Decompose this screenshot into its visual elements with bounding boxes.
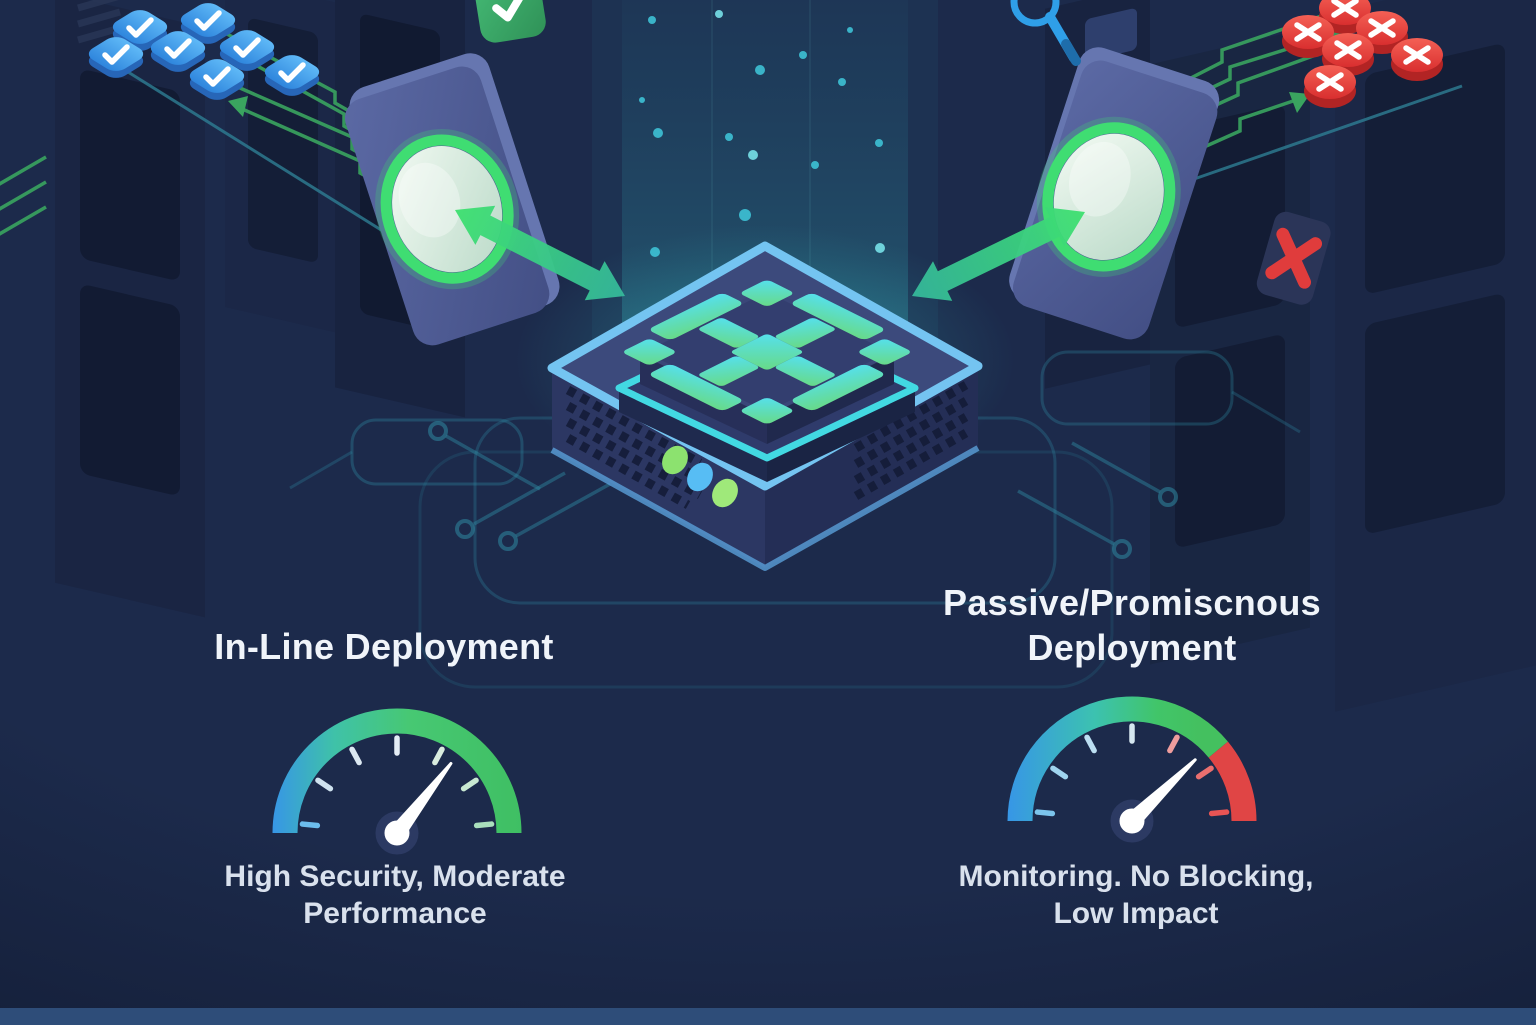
passive-gauge-chart [1007,696,1257,843]
passive-section-title: Passive/Promiscnous Deployment [832,580,1432,670]
passive-title-line1: Passive/Promiscnous [943,582,1321,623]
passive-gauge [992,676,1272,846]
passive-caption-line2: Low Impact [1053,897,1219,930]
footer-bar [0,1008,1536,1025]
inline-gauge [257,688,537,858]
blocked-packet-icon [1391,38,1443,81]
inline-section-title: In-Line Deployment [214,626,554,667]
inline-section-caption: High Security, Moderate Performance [95,858,695,932]
blocked-packet-icon [1304,65,1356,108]
passive-caption-line1: Monitoring. No Blocking, [958,860,1314,893]
inline-caption-line2: Performance [303,897,487,930]
inline-caption-line1: High Security, Moderate [224,860,566,893]
check-shield-icon [472,0,546,43]
passive-section-caption: Monitoring. No Blocking, Low Impact [836,858,1436,932]
passive-title-line2: Deployment [1027,627,1237,668]
inline-gauge-chart [272,708,522,855]
